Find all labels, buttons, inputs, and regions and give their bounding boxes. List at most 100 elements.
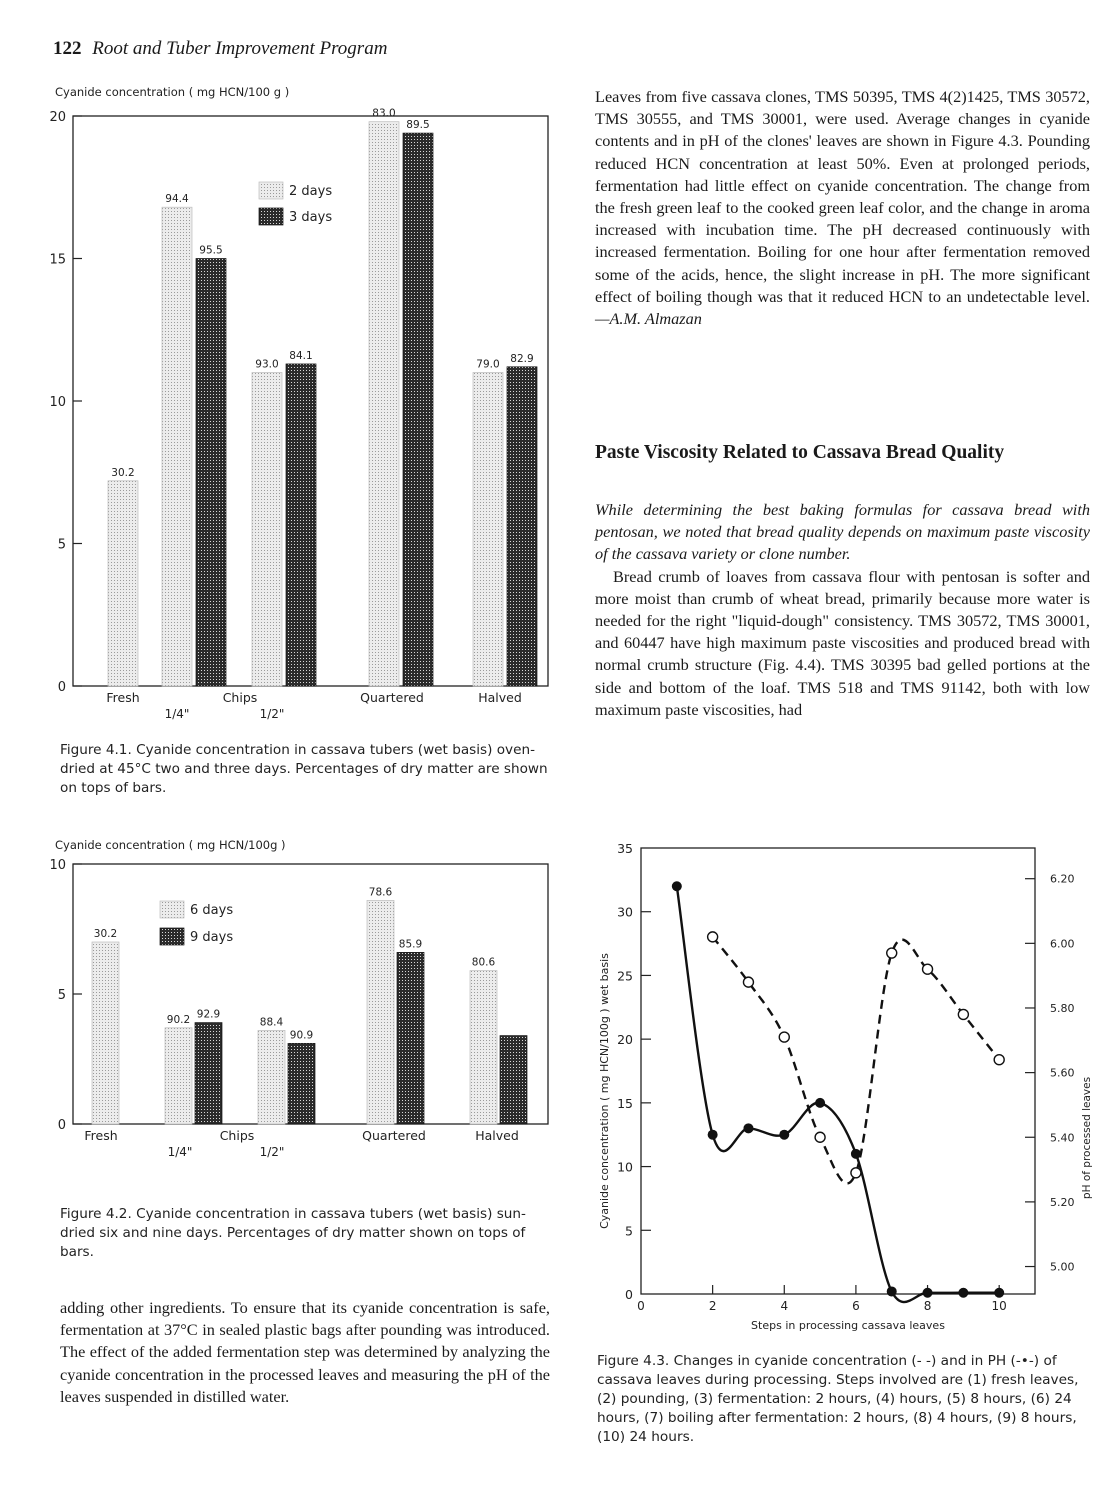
bar-3-days bbox=[402, 132, 434, 687]
legend-label: 3 days bbox=[289, 210, 332, 225]
figure-4-2-caption: Figure 4.2. Cyanide concentration in cas… bbox=[60, 1206, 526, 1260]
x-tick-label: 8 bbox=[924, 1299, 932, 1313]
y2-tick-label: 5.80 bbox=[1050, 1002, 1075, 1015]
ph-point bbox=[957, 1008, 970, 1021]
cyanide-point bbox=[886, 1286, 897, 1297]
y-tick-label: 10 bbox=[49, 395, 66, 410]
legend-swatch bbox=[159, 927, 185, 946]
bar-data-label: 92.9 bbox=[197, 1009, 220, 1021]
cyanide-point bbox=[815, 1097, 826, 1108]
bar-6-days bbox=[164, 1027, 193, 1125]
x-tick-label: 6 bbox=[852, 1299, 860, 1313]
figure-4-1-caption: Figure 4.1. Cyanide concentration in cas… bbox=[60, 742, 548, 796]
bar-data-label: 83.0 bbox=[372, 108, 395, 120]
paragraph: Bread crumb of loaves from cassava flour… bbox=[595, 566, 1090, 719]
bar-2-days bbox=[368, 121, 400, 687]
ph-point bbox=[886, 947, 898, 959]
bar-3-days bbox=[285, 363, 317, 687]
y-tick-label: 20 bbox=[49, 110, 66, 125]
bar-6-days bbox=[257, 1030, 286, 1125]
x-category-label: Halved bbox=[478, 690, 522, 705]
paragraph-text: While determining the best baking formul… bbox=[595, 500, 1090, 564]
cyanide-series-line bbox=[675, 886, 1000, 1304]
x-category-label: Fresh bbox=[106, 690, 139, 705]
bar-data-label: 90.9 bbox=[290, 1029, 313, 1041]
cyanide-point bbox=[994, 1287, 1005, 1298]
y-tick-label: 10 bbox=[49, 858, 66, 873]
bar-data-label: 89.5 bbox=[406, 119, 429, 131]
bar-data-label: 90.2 bbox=[167, 1014, 190, 1026]
bar-data-label: 78.6 bbox=[369, 886, 393, 898]
bar-9-days bbox=[396, 952, 425, 1125]
figure-4-2-chart: Cyanide concentration ( mg HCN/100g ) 0 5 1… bbox=[49, 838, 549, 1159]
y-tick-label: 25 bbox=[617, 968, 633, 983]
bar-data-label: 80.6 bbox=[472, 957, 496, 969]
paragraph: While determining the best baking formul… bbox=[595, 499, 1090, 566]
bar-data-label: 82.9 bbox=[510, 353, 533, 365]
cyanide-point bbox=[779, 1129, 790, 1140]
x-sub-label: 1/4" bbox=[165, 707, 190, 721]
bar-3-days bbox=[506, 366, 538, 687]
bar-data-label: 95.5 bbox=[199, 245, 222, 257]
y2-axis-label: pH of processed leaves bbox=[1081, 1077, 1093, 1199]
right-column-text-2: While determining the best baking formul… bbox=[595, 499, 1090, 721]
legend-swatch bbox=[159, 900, 185, 919]
right-column-text: Leaves from five cassava clones, TMS 503… bbox=[595, 86, 1090, 330]
bar-6-days bbox=[366, 900, 395, 1125]
bar-data-label: 93.0 bbox=[255, 359, 278, 371]
figure-4-3-chart: 051015202530355.005.205.405.605.806.006.… bbox=[598, 841, 1093, 1332]
y-tick-label: 15 bbox=[49, 253, 66, 268]
x-category-label: Chips bbox=[220, 1128, 255, 1143]
y-axis-label: Cyanide concentration ( mg HCN/100g ) we… bbox=[598, 953, 611, 1229]
figure-4-1-chart: Cyanide concentration ( mg HCN/100 g ) 0 5… bbox=[49, 85, 549, 721]
x-axis-label: Steps in processing cassava leaves bbox=[751, 1319, 945, 1332]
bar-data-label: 30.2 bbox=[111, 467, 134, 479]
legend-swatch bbox=[258, 207, 284, 226]
legend-swatch bbox=[258, 181, 284, 200]
y-axis-label: Cyanide concentration ( mg HCN/100g ) bbox=[55, 838, 286, 852]
legend-label: 6 days bbox=[190, 903, 233, 918]
bar-2-days bbox=[472, 372, 504, 687]
ph-point bbox=[814, 1131, 826, 1143]
plot-frame bbox=[640, 847, 1036, 1295]
ph-point bbox=[706, 931, 719, 943]
bar-data-label: 30.2 bbox=[94, 928, 117, 940]
y-tick-label: 0 bbox=[58, 1118, 66, 1133]
paragraph: Leaves from five cassava clones, TMS 503… bbox=[595, 86, 1090, 330]
y-tick-label: 5 bbox=[625, 1223, 633, 1238]
bar-9-days bbox=[194, 1022, 223, 1125]
x-tick-label: 2 bbox=[709, 1299, 717, 1313]
cyanide-point bbox=[958, 1287, 969, 1298]
ph-point bbox=[778, 1031, 790, 1043]
ph-series-line bbox=[711, 936, 1001, 1185]
left-column-text: adding other ingredients. To ensure that… bbox=[60, 1297, 550, 1408]
y-axis-label: Cyanide concentration ( mg HCN/100 g ) bbox=[55, 85, 289, 99]
bar-2-days bbox=[251, 372, 283, 687]
ph-point bbox=[850, 1167, 862, 1179]
running-title: Root and Tuber Improvement Program bbox=[92, 38, 388, 59]
x-sub-label: 1/2" bbox=[260, 707, 285, 721]
y-tick-label: 15 bbox=[617, 1096, 633, 1111]
x-tick-label: 0 bbox=[637, 1299, 645, 1313]
y-tick-label: 0 bbox=[58, 680, 66, 695]
y2-tick-label: 5.60 bbox=[1050, 1067, 1075, 1080]
y2-tick-label: 5.20 bbox=[1050, 1196, 1075, 1209]
bar-3-days bbox=[195, 258, 227, 687]
x-sub-label: 1/4" bbox=[168, 1145, 193, 1159]
bar-data-label: 79.0 bbox=[476, 359, 499, 371]
x-sub-label: 1/2" bbox=[260, 1145, 285, 1159]
bar-data-label: 84.1 bbox=[289, 350, 312, 362]
bar-6-days bbox=[91, 941, 120, 1125]
y-tick-label: 20 bbox=[617, 1032, 633, 1047]
y-tick-label: 5 bbox=[58, 538, 66, 553]
cyanide-point bbox=[671, 881, 682, 892]
bar-data-label: 94.4 bbox=[165, 193, 189, 205]
author-credit: —A.M. Almazan bbox=[595, 309, 702, 329]
bar-6-days bbox=[469, 970, 498, 1125]
paragraph-text: Leaves from five cassava clones, TMS 503… bbox=[595, 87, 1090, 306]
page-number: 122 bbox=[53, 38, 82, 59]
y-tick-label: 0 bbox=[625, 1287, 633, 1302]
section-title: Paste Viscosity Related to Cassava Bread… bbox=[595, 442, 1005, 463]
bar-data-label: 88.4 bbox=[260, 1016, 284, 1028]
x-tick-label: 10 bbox=[992, 1299, 1007, 1313]
